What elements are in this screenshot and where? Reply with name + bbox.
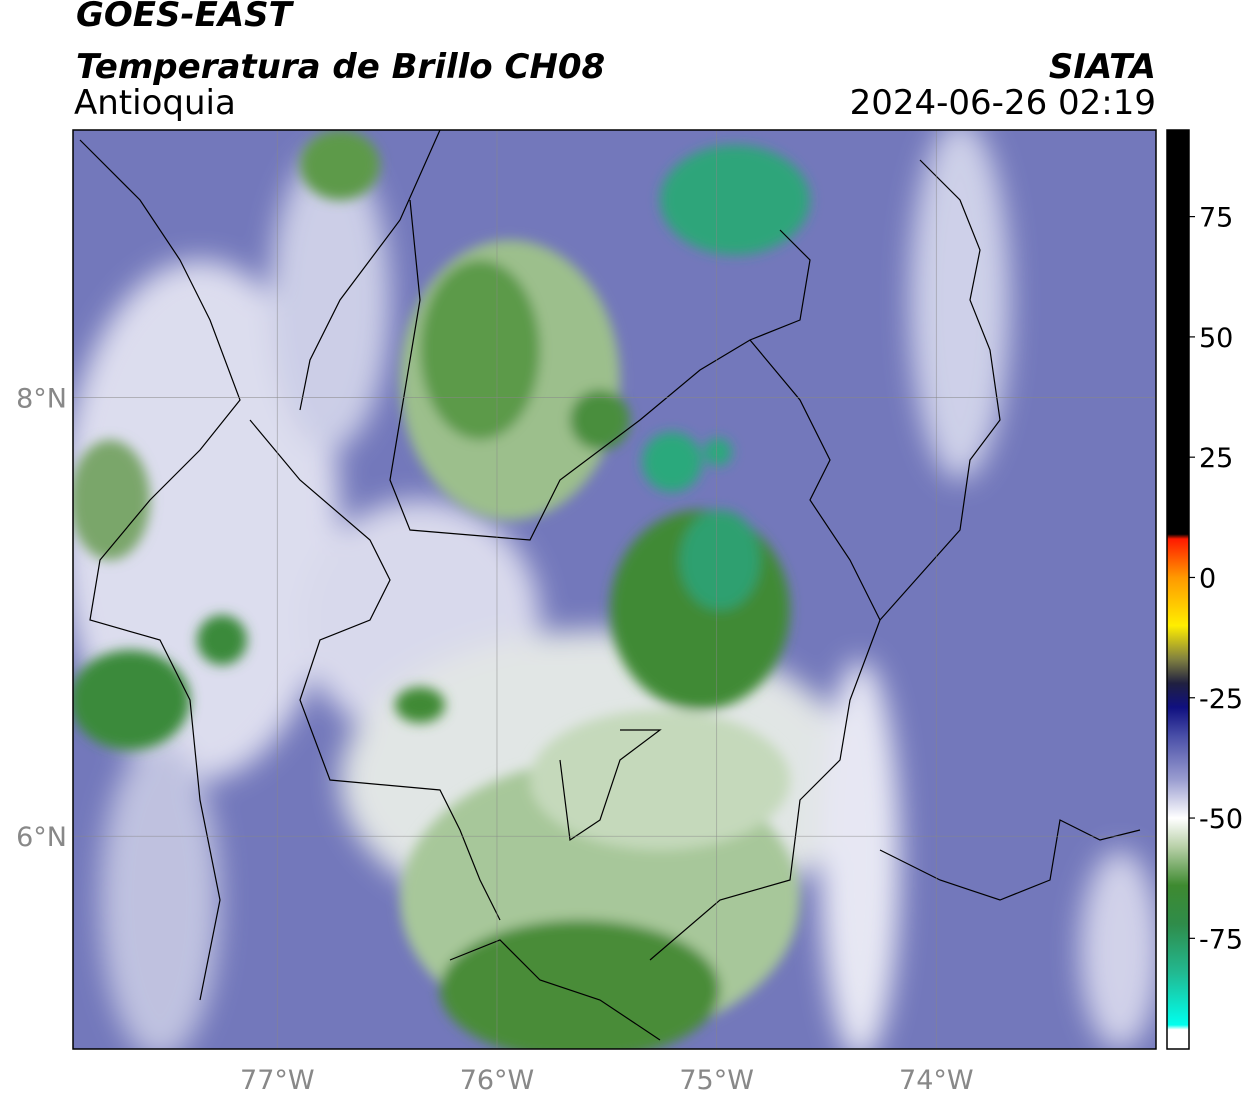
- colorbar-tick-label: 75: [1199, 203, 1233, 234]
- map-frame: [72, 129, 1157, 1050]
- title-line: GOES-EAST: [76, 0, 295, 35]
- lat-tick-label: 6°N: [16, 822, 67, 853]
- lon-tick-label: 76°W: [460, 1065, 535, 1096]
- graticule: [73, 130, 1156, 1049]
- colorbar-tick-label: 0: [1199, 563, 1216, 594]
- source: SIATA: [1049, 47, 1156, 87]
- colorbar: [1166, 129, 1190, 1050]
- lon-tick-label: 75°W: [679, 1065, 754, 1096]
- imagery: [73, 130, 1156, 1049]
- lon-tick-label: 77°W: [240, 1065, 315, 1096]
- colorbar-tick-label: 25: [1199, 443, 1233, 474]
- colorbar-tick-label: -75: [1199, 924, 1243, 955]
- region: Antioquia: [74, 83, 236, 123]
- colorbar-tick-label: -50: [1199, 804, 1243, 835]
- lon-tick-label: 74°W: [899, 1065, 974, 1096]
- colorbar-tick-label: 50: [1199, 323, 1233, 354]
- lat-tick-label: 8°N: [16, 384, 67, 415]
- title: Temperatura de Brillo CH08: [76, 47, 605, 87]
- colorbar-tick-label: -25: [1199, 684, 1243, 715]
- timestamp: 2024-06-26 02:19: [850, 83, 1156, 123]
